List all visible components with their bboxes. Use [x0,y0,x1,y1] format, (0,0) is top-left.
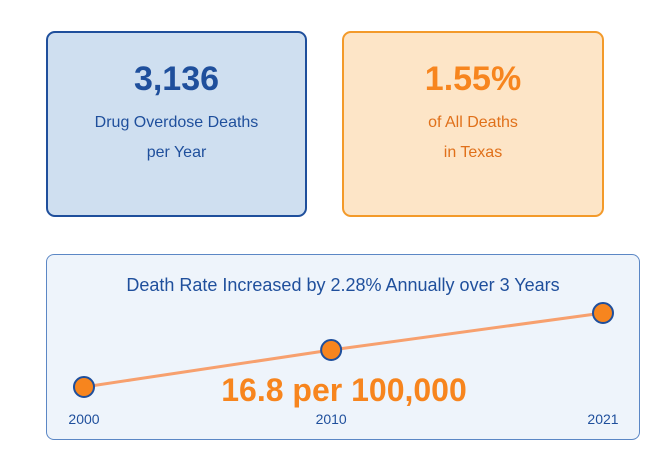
year-label-2021: 2021 [587,411,618,427]
year-label-2010: 2010 [316,411,347,427]
share-label-line2: in Texas [443,144,503,161]
deaths-label-line1: Drug Overdose Deaths [94,114,259,131]
trend-points [73,302,614,398]
trend-year-labels: 2000 2010 2021 [68,411,618,427]
trend-point-2021 [592,302,614,324]
trend-point-2000 [73,376,95,398]
share-label-line1: of All Deaths [428,114,518,131]
trend-panel: Death Rate Increased by 2.28% Annually o… [46,254,640,440]
deaths-stat-card: 3,136 Drug Overdose Deaths per Year [46,31,307,217]
deaths-label-line2: per Year [146,144,207,161]
current-rate-label: 16.8 per 100,000 [221,372,467,408]
trend-chart: 2000 2010 2021 16.8 per 100,000 [68,302,619,427]
trend-title: Death Rate Increased by 2.28% Annually o… [126,275,560,295]
year-label-2000: 2000 [68,411,99,427]
share-stat-card: 1.55% of All Deaths in Texas [342,31,604,217]
trend-point-2010 [320,339,343,361]
share-value: 1.55% [424,60,522,98]
deaths-value: 3,136 [133,60,220,98]
